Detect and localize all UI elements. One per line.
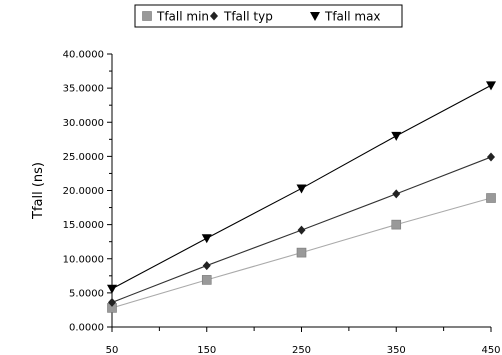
data-point [296,184,307,194]
data-point [487,152,495,162]
data-point [297,225,306,235]
series-tfall-typ [108,152,495,307]
series-layer [107,81,496,313]
y-tick-label: 5.0000 [69,288,104,299]
legend-label: Tfall typ [223,10,273,24]
axes: 0.0000 5.0000 10.0000 15.0000 20.0000 25.0000… [63,50,501,355]
data-point [107,284,117,294]
data-point [108,297,116,307]
data-point [486,193,496,203]
legend-box [134,4,403,28]
x-tick-label: 50 [106,345,119,355]
data-point [201,275,212,285]
x-tick-label: 350 [387,345,406,355]
y-tick-label: 0.0000 [69,323,104,334]
legend-marker [210,11,218,21]
x-tick-label: 150 [197,345,216,355]
y-axis-title: Tfall (ns) [31,162,46,220]
legend-marker [142,11,152,21]
legend: Tfall min Tfall typ Tfall max [134,4,403,28]
data-point [201,234,212,244]
y-tick-label: 20.0000 [63,186,104,197]
data-point [392,189,401,199]
legend-label: Tfall max [324,10,381,24]
x-tick-label: 250 [292,345,311,355]
series-tfall-min [107,193,496,313]
y-tick-label: 30.0000 [63,118,104,129]
data-point [486,81,496,91]
x-tick-label: 450 [481,345,500,355]
data-point [391,219,402,230]
y-tick-label: 25.0000 [63,152,104,163]
series-tfall-max [107,81,496,294]
data-point [202,261,211,271]
data-point [296,247,307,258]
y-tick-label: 15.0000 [63,220,104,231]
legend-label: Tfall min [156,10,209,24]
data-point [391,131,402,141]
y-tick-label: 10.0000 [63,254,104,265]
y-tick-label: 35.0000 [63,84,104,95]
legend-marker [310,12,320,21]
y-tick-label: 40.0000 [63,50,104,61]
